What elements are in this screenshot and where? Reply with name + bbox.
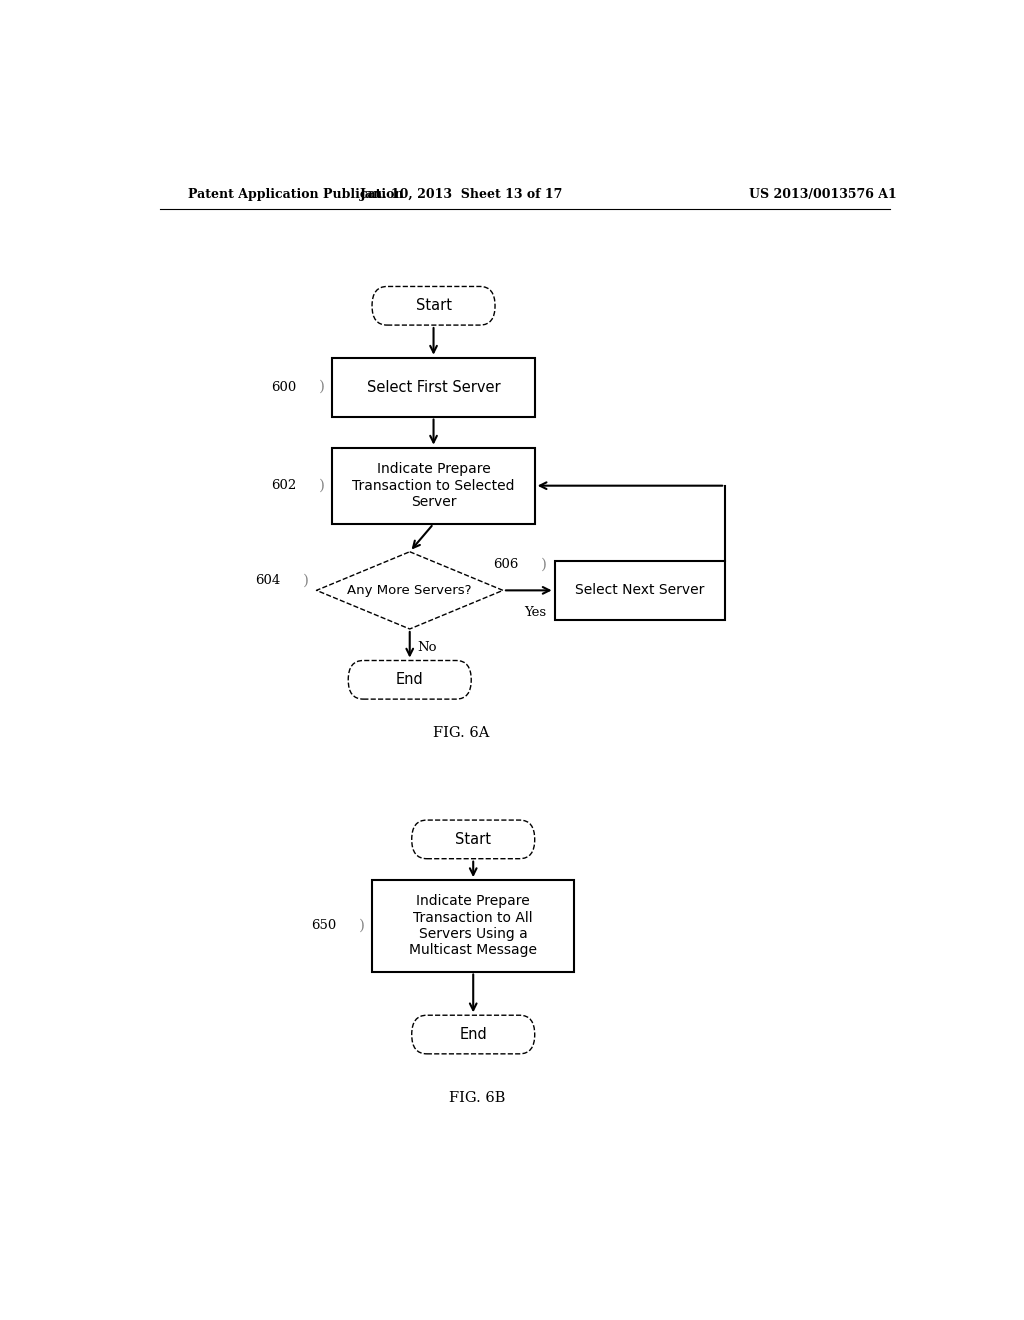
Text: 600: 600: [271, 380, 297, 393]
FancyBboxPatch shape: [412, 1015, 535, 1053]
Text: Jan. 10, 2013  Sheet 13 of 17: Jan. 10, 2013 Sheet 13 of 17: [359, 189, 563, 202]
Text: ): ): [319, 479, 325, 492]
Text: Select First Server: Select First Server: [367, 380, 501, 395]
Text: ): ): [542, 558, 547, 572]
Text: FIG. 6B: FIG. 6B: [449, 1090, 506, 1105]
Text: End: End: [460, 1027, 487, 1041]
Text: Patent Application Publication: Patent Application Publication: [187, 189, 403, 202]
Bar: [372, 880, 574, 972]
Text: Indicate Prepare
Transaction to All
Servers Using a
Multicast Message: Indicate Prepare Transaction to All Serv…: [410, 895, 538, 957]
Text: Select Next Server: Select Next Server: [575, 583, 705, 598]
Text: Indicate Prepare
Transaction to Selected
Server: Indicate Prepare Transaction to Selected…: [352, 462, 515, 510]
Text: 602: 602: [271, 479, 297, 492]
FancyBboxPatch shape: [348, 660, 471, 700]
Bar: [333, 447, 535, 524]
Text: Yes: Yes: [523, 606, 546, 619]
FancyBboxPatch shape: [412, 820, 535, 859]
Bar: [555, 561, 725, 620]
Text: 650: 650: [311, 919, 336, 932]
Text: ): ): [358, 919, 365, 933]
Text: 606: 606: [494, 558, 519, 572]
Bar: [333, 358, 535, 417]
Text: Start: Start: [416, 298, 452, 313]
Text: 604: 604: [256, 574, 281, 586]
Text: US 2013/0013576 A1: US 2013/0013576 A1: [749, 189, 896, 202]
FancyBboxPatch shape: [372, 286, 495, 325]
Text: No: No: [418, 640, 437, 653]
Text: Any More Servers?: Any More Servers?: [347, 583, 472, 597]
Text: FIG. 6A: FIG. 6A: [433, 726, 489, 739]
Text: ): ): [319, 380, 325, 395]
Text: ): ): [303, 573, 309, 587]
Text: End: End: [396, 672, 424, 688]
Text: Start: Start: [456, 832, 492, 847]
